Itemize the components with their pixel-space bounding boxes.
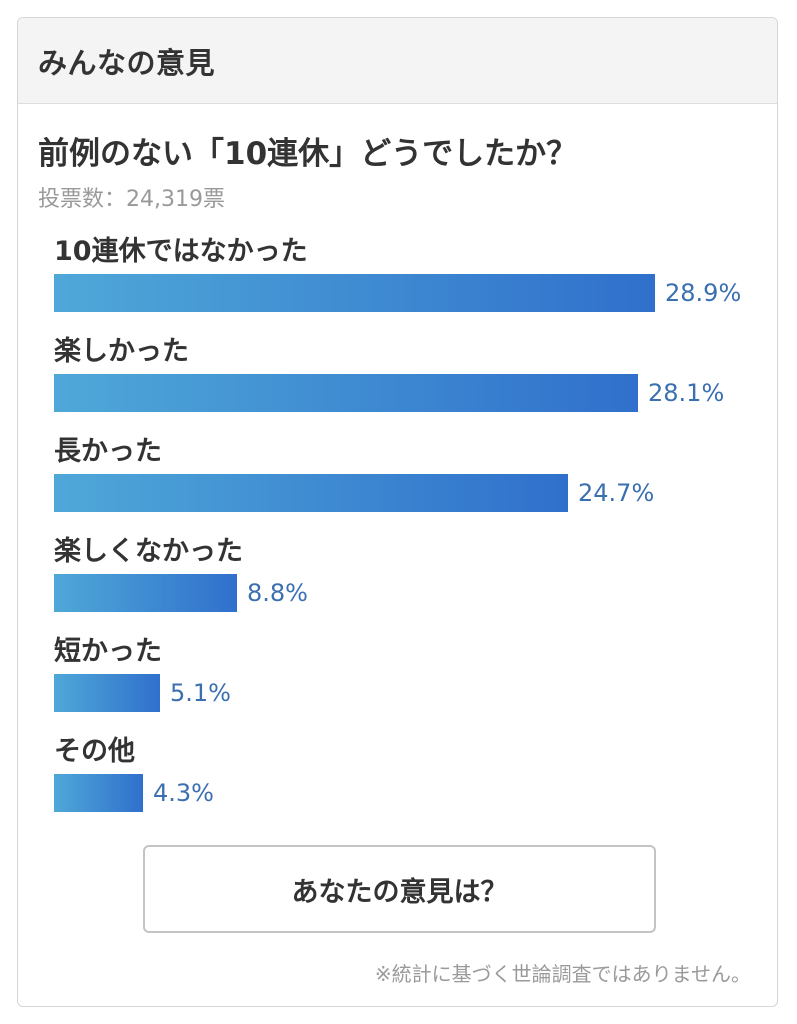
result-bar (54, 374, 638, 412)
result-bar-row: 28.9% (54, 274, 741, 312)
result-value: 28.9% (665, 279, 742, 307)
result-item: 長かった 24.7% (54, 430, 754, 530)
result-bar (54, 774, 143, 812)
result-label: 10連休ではなかった (54, 236, 308, 267)
result-bar (54, 474, 568, 512)
your-opinion-button[interactable]: あなたの意見は？ (143, 845, 656, 933)
result-label: 楽しくなかった (54, 536, 243, 567)
result-value: 5.1% (170, 679, 231, 707)
result-bar (54, 574, 237, 612)
result-label: 短かった (54, 636, 162, 667)
result-item: 楽しくなかった 8.8% (54, 530, 754, 630)
result-label: 楽しかった (54, 336, 189, 367)
result-bar-row: 4.3% (54, 774, 214, 812)
disclaimer-note: ※統計に基づく世論調査ではありません。 (374, 962, 751, 986)
vote-count: 投票数：24,319票 (38, 187, 225, 212)
result-value: 24.7% (578, 479, 655, 507)
result-bar-row: 5.1% (54, 674, 231, 712)
card-header: みんなの意見 (18, 18, 777, 104)
result-value: 8.8% (247, 579, 308, 607)
result-value: 4.3% (153, 779, 214, 807)
poll-results: 10連休ではなかった 28.9% 楽しかった 28.1% 長かった 24.7% … (54, 230, 754, 830)
card-title: みんなの意見 (38, 45, 216, 80)
poll-question: 前例のない「10連休」どうでしたか？ (38, 136, 578, 172)
result-bar-row: 8.8% (54, 574, 308, 612)
result-bar (54, 274, 655, 312)
result-item: 楽しかった 28.1% (54, 330, 754, 430)
result-label: その他 (54, 736, 135, 767)
result-bar (54, 674, 160, 712)
result-item: 10連休ではなかった 28.9% (54, 230, 754, 330)
result-bar-row: 24.7% (54, 474, 654, 512)
result-item: 短かった 5.1% (54, 630, 754, 730)
result-label: 長かった (54, 436, 162, 467)
result-value: 28.1% (648, 379, 725, 407)
result-item: その他 4.3% (54, 730, 754, 830)
result-bar-row: 28.1% (54, 374, 724, 412)
poll-card: みんなの意見 前例のない「10連休」どうでしたか？ 投票数：24,319票 10… (17, 17, 778, 1007)
